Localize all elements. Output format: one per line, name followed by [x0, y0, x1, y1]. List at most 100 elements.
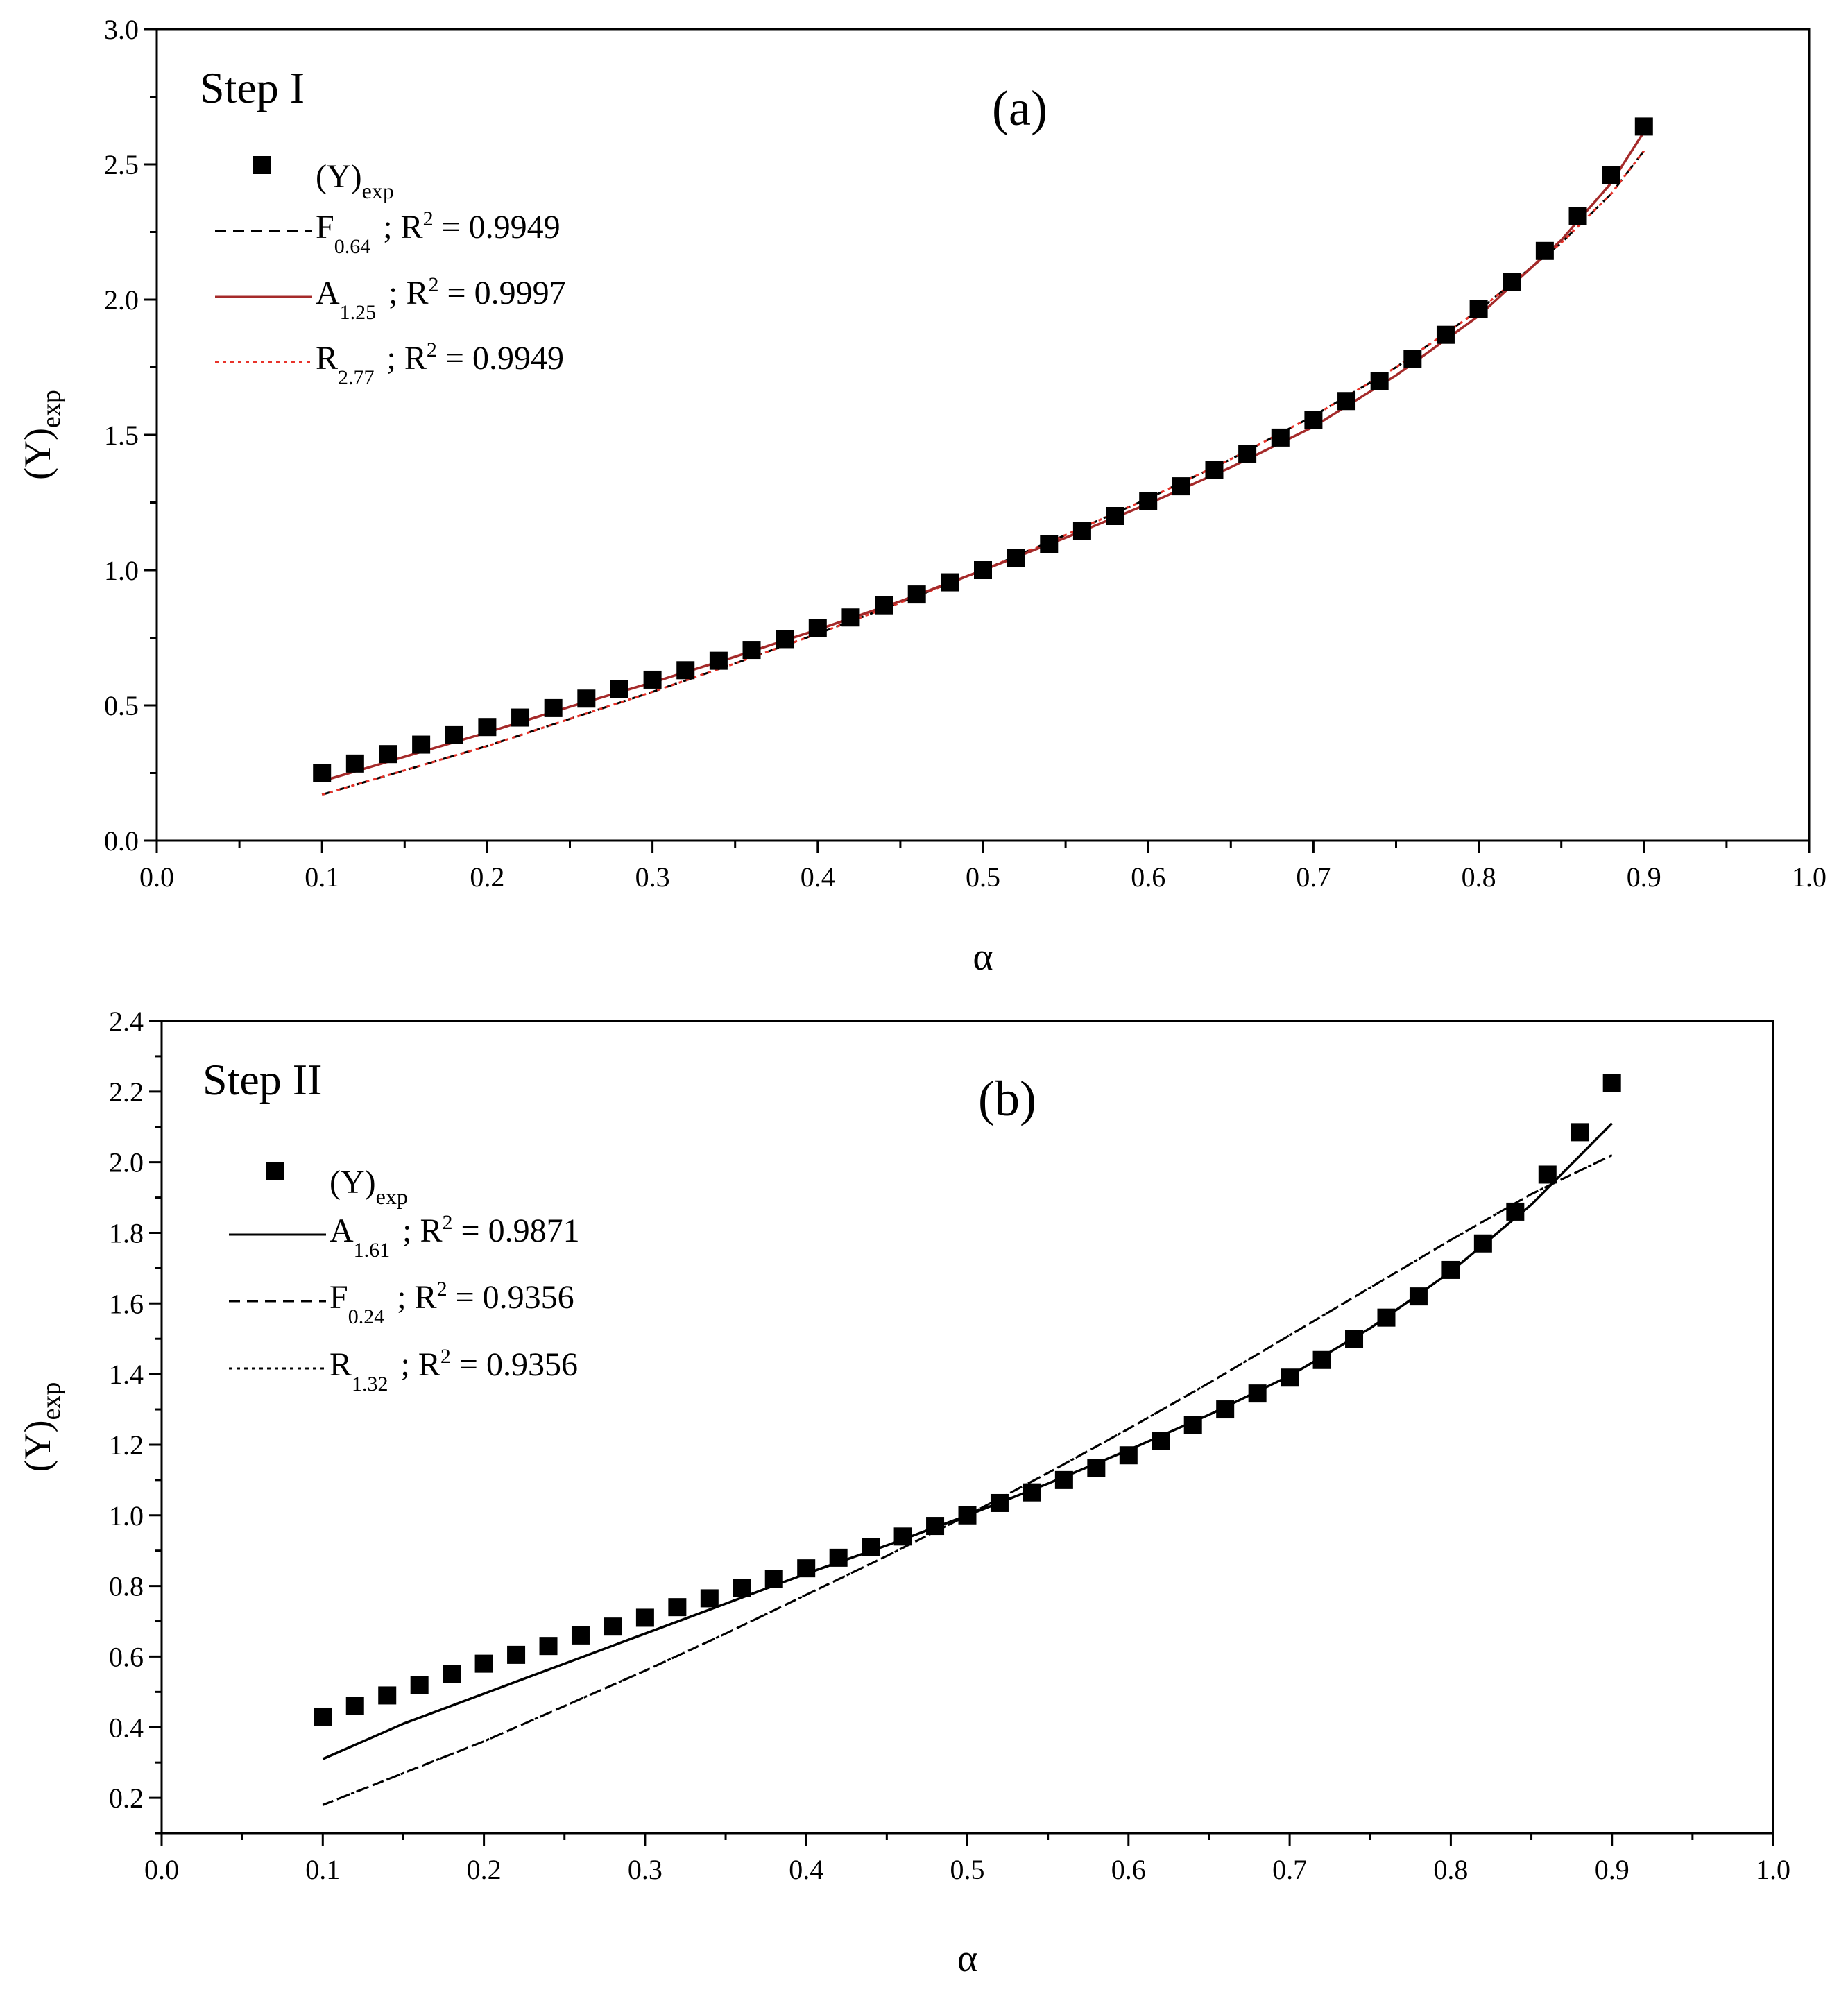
legend-label-sub: 1.61	[354, 1239, 391, 1262]
data-point	[1304, 411, 1323, 429]
legend-label: A1.61 ; R2 = 0.9871	[330, 1211, 580, 1262]
data-point	[862, 1538, 880, 1556]
data-point	[511, 708, 530, 727]
y-tick-label: 0.6	[109, 1641, 144, 1672]
data-point	[990, 1493, 1009, 1512]
legend-r2-sup: 2	[443, 1211, 453, 1234]
data-point	[1409, 1287, 1428, 1306]
x-tick-label: 0.7	[1296, 861, 1331, 893]
data-point	[941, 573, 959, 592]
legend-label-main: F	[316, 209, 334, 246]
data-point	[1503, 273, 1521, 291]
legend-label: R2.77 ; R2 = 0.9949	[316, 338, 564, 389]
data-point	[709, 651, 728, 670]
data-point	[733, 1579, 751, 1597]
data-point	[1441, 1260, 1460, 1279]
y-tick-label: 2.5	[104, 149, 139, 180]
y-tick-label: 1.0	[104, 555, 139, 586]
chart-panel-b: 0.0 0.1 0.2 0.3 0.4 0.5 0.6 0.7 0.8 0.9 1.0 0.2 0.4 0…	[17, 1006, 1790, 1980]
x-tick-label: 0.5	[966, 861, 1000, 893]
x-tick-label: 0.0	[139, 861, 174, 893]
data-point	[379, 745, 397, 764]
data-point	[610, 680, 628, 698]
data-point	[1538, 1165, 1557, 1184]
legend-label-main: R	[316, 340, 338, 377]
legend-label-main: (Y)	[316, 158, 362, 195]
data-point	[1602, 1074, 1621, 1092]
legend-r2-eq: =	[447, 1279, 483, 1316]
data-point	[314, 1707, 332, 1726]
x-axis-label: α	[957, 1937, 977, 1980]
legend-r2-value: 0.9356	[486, 1346, 578, 1383]
y-tick-label: 0.5	[104, 690, 139, 721]
data-point	[571, 1626, 590, 1645]
x-tick-label: 0.2	[467, 1854, 502, 1885]
legend-r2-eq: =	[434, 209, 469, 246]
data-point	[1506, 1202, 1525, 1221]
legend-label: (Y)exp	[316, 158, 394, 203]
legend-r2-prefix: ; R	[387, 340, 427, 377]
x-tick-label: 0.5	[950, 1854, 985, 1885]
data-point	[764, 1570, 783, 1588]
data-point	[875, 596, 893, 615]
y-tick-label: 1.0	[109, 1500, 144, 1531]
data-point	[1040, 535, 1059, 553]
y-tick-label: 3.0	[104, 14, 139, 45]
legend-r2-sup: 2	[440, 1345, 451, 1368]
panel-label: (a)	[992, 80, 1047, 136]
data-point	[1568, 207, 1587, 225]
data-point	[1337, 392, 1356, 411]
data-point	[808, 619, 827, 637]
legend-r2-value: 0.9356	[483, 1279, 574, 1316]
y-tick-label: 1.8	[109, 1217, 144, 1248]
legend-r2-prefix: ; R	[397, 1279, 436, 1316]
x-tick-label: 0.6	[1131, 861, 1165, 893]
y-tick-label: 1.4	[109, 1359, 144, 1390]
data-point	[378, 1686, 397, 1705]
legend-r2-prefix: ; R	[402, 1212, 442, 1249]
legend-r2-value: 0.9997	[474, 275, 566, 311]
data-point	[742, 641, 761, 660]
data-point	[313, 764, 332, 782]
x-axis-label: α	[973, 936, 993, 979]
legend-label-main: F	[330, 1279, 348, 1316]
data-point	[1106, 507, 1124, 525]
x-tick-label: 0.0	[144, 1854, 179, 1885]
step-label: Step II	[203, 1055, 322, 1104]
data-point	[776, 630, 794, 649]
data-point	[1403, 350, 1422, 368]
legend-r2-sup: 2	[427, 338, 437, 361]
legend-r2-eq: =	[451, 1346, 486, 1383]
plot-area	[313, 117, 1653, 796]
data-point	[1602, 166, 1620, 184]
data-point	[643, 670, 662, 689]
y-tick-label: 2.4	[109, 1006, 144, 1037]
data-point	[1139, 492, 1158, 510]
legend-r2-prefix: ; R	[383, 209, 422, 246]
data-point	[1205, 461, 1224, 479]
y-tick-label: 2.0	[109, 1147, 144, 1178]
legend-marker	[266, 1162, 284, 1180]
legend-r2-sup: 2	[423, 207, 434, 230]
y-axis-label-main: (Y)	[17, 1420, 58, 1472]
legend-label: A1.25 ; R2 = 0.9997	[316, 273, 566, 324]
x-tick-label: 0.9	[1627, 861, 1661, 893]
legend-label-sub: exp	[362, 178, 394, 203]
y-tick-label: 0.4	[109, 1712, 144, 1743]
data-point	[443, 1665, 461, 1683]
data-point	[478, 718, 497, 737]
series-line-F0.64	[321, 150, 1645, 796]
data-point	[1571, 1123, 1589, 1142]
data-point	[1216, 1400, 1235, 1419]
data-point	[1238, 445, 1257, 463]
data-point	[974, 561, 992, 579]
x-tick-label: 0.8	[1433, 1854, 1468, 1885]
data-point	[1312, 1350, 1331, 1369]
y-tick-label: 1.6	[109, 1288, 144, 1319]
x-tick-label: 0.8	[1462, 861, 1496, 893]
data-point	[676, 661, 695, 680]
data-point	[1183, 1416, 1202, 1434]
data-point	[797, 1559, 816, 1578]
legend-r2-sup: 2	[437, 1278, 447, 1300]
